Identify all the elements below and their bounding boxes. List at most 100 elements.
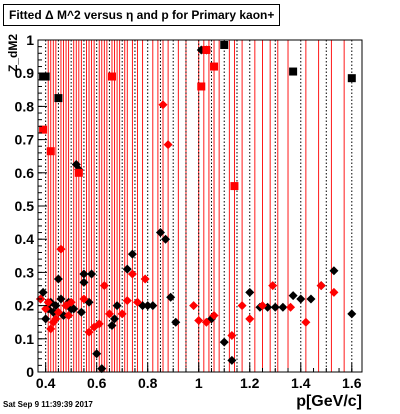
black-diamond-point (79, 277, 89, 287)
red-diamond-point (53, 307, 63, 317)
black-diamond-point (278, 302, 288, 312)
black-square-point (289, 67, 298, 76)
red-square-point (107, 72, 116, 81)
black-diamond-point (270, 302, 280, 312)
red-diamond-point (201, 317, 211, 327)
black-diamond-point (171, 317, 181, 327)
red-diamond-point (122, 296, 132, 306)
red-diamond-point (99, 281, 109, 291)
black-diamond-point (87, 269, 97, 279)
red-diamond-point (56, 244, 66, 254)
black-diamond-point (56, 294, 66, 304)
black-diamond-point (122, 264, 132, 274)
red-square-point (230, 182, 239, 191)
y-tick-label: 0.7 (15, 132, 35, 148)
red-diamond-point (268, 281, 278, 291)
chart-title: Fitted Δ M^2 versus η and p for Primary … (3, 4, 281, 26)
black-diamond-point (219, 337, 229, 347)
black-diamond-point (127, 249, 137, 259)
red-square-point (46, 147, 55, 156)
y-tick-label: 0.3 (15, 264, 35, 280)
black-diamond-point (245, 287, 255, 297)
red-diamond-point (132, 297, 142, 307)
red-diamond-point (286, 302, 296, 312)
black-square-point (54, 94, 63, 103)
black-diamond-point (155, 228, 165, 238)
red-diamond-point (316, 281, 326, 291)
red-diamond-point (194, 316, 204, 326)
x-tick-label: 1.4 (291, 375, 311, 391)
y-tick-label: 0.9 (15, 65, 35, 81)
data-points (36, 40, 357, 374)
black-diamond-point (112, 301, 122, 311)
red-diamond-point (127, 269, 137, 279)
black-diamond-point (76, 307, 86, 317)
black-diamond-point (51, 301, 61, 311)
black-diamond-point (288, 291, 298, 301)
x-tick-label: 0.6 (87, 375, 107, 391)
y-tick-label: 0.5 (15, 198, 35, 214)
black-diamond-point (110, 314, 120, 324)
red-diamond-point (209, 311, 219, 321)
y-tick-label: 0.4 (15, 231, 35, 247)
black-diamond-point (296, 294, 306, 304)
black-diamond-point (41, 314, 51, 324)
x-tick-label: 0.8 (138, 375, 158, 391)
y-axis-ticks: 0 0.1 0.2 0.3 0.4 0.5 0.6 0.7 0.8 0.9 1 (15, 32, 47, 380)
black-diamond-point (38, 287, 48, 297)
black-diamond-point (166, 292, 176, 302)
red-square-point (39, 125, 48, 134)
red-diamond-point (301, 317, 311, 327)
red-diamond-point (117, 309, 127, 319)
black-diamond-point (79, 269, 89, 279)
x-tick-label: 1.6 (342, 375, 362, 391)
y-axis-title: Z_dM2 (4, 34, 26, 78)
red-diamond-point (329, 287, 339, 297)
x-axis-title: p[GeV/c] (296, 393, 362, 410)
black-square-point (41, 72, 50, 81)
red-square-point (74, 168, 83, 177)
x-tick-label: 0.4 (36, 375, 56, 391)
red-diamond-point (66, 297, 76, 307)
x-axis-ticks: 0.4 0.6 0.8 1 1.2 1.4 1.6 (36, 363, 362, 391)
black-diamond-point (306, 294, 316, 304)
black-diamond-point (53, 274, 63, 284)
y-tick-label: 0 (26, 364, 34, 380)
red-diamond-point (140, 274, 150, 284)
red-square-point (202, 45, 211, 54)
black-diamond-point (227, 355, 237, 365)
red-diamond-point (41, 304, 51, 314)
black-diamond-point (329, 266, 339, 276)
red-diamond-point (51, 314, 61, 324)
black-diamond-point (69, 304, 79, 314)
black-diamond-point (347, 309, 357, 319)
red-diamond-point (94, 319, 104, 329)
red-diamond-point (104, 309, 114, 319)
red-square-point (210, 62, 219, 71)
red-diamond-point (163, 140, 173, 150)
black-diamond-point (48, 307, 58, 317)
y-tick-label: 0.8 (15, 98, 35, 114)
red-diamond-point (189, 301, 199, 311)
red-diamond-point (43, 297, 53, 307)
date-stamp: Sat Sep 9 11:39:39 2017 (3, 400, 93, 409)
red-diamond-point (237, 301, 247, 311)
x-tick-label: 1 (195, 375, 203, 391)
red-diamond-point (258, 301, 268, 311)
red-square-point (197, 82, 206, 91)
black-diamond-point (97, 364, 107, 374)
red-diamond-point (227, 330, 237, 340)
black-diamond-point (92, 349, 102, 359)
black-square-point (347, 74, 356, 83)
y-tick-label: 1 (26, 32, 34, 48)
red-diamond-point (245, 314, 255, 324)
black-square-point (220, 40, 229, 49)
x-tick-label: 1.2 (240, 375, 260, 391)
black-diamond-point (143, 301, 153, 311)
y-tick-label: 0.1 (15, 331, 35, 347)
black-diamond-point (161, 234, 171, 244)
red-diamond-point (84, 327, 94, 337)
y-tick-label: 0.2 (15, 298, 35, 314)
y-tick-label: 0.6 (15, 165, 35, 181)
black-diamond-point (148, 301, 158, 311)
